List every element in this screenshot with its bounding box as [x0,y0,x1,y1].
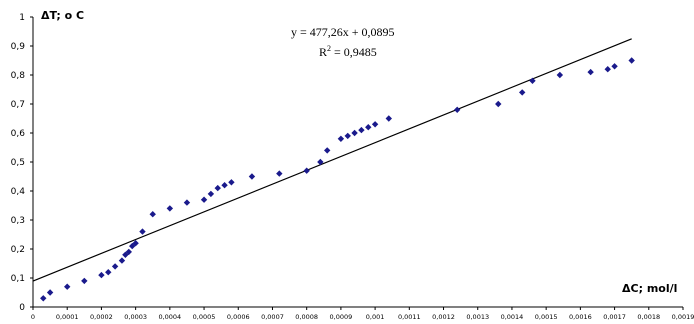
data-point [125,248,132,256]
x-tick-label: 0,0004 [158,313,181,321]
data-point [98,271,105,279]
x-tick-label: 0,0019 [672,313,694,321]
x-tick-label: 0,001 [366,313,385,321]
x-tick-label: 0,0002 [90,313,113,321]
x-tick-label: 0,0018 [637,313,660,321]
y-tick-label: 0,9 [11,42,26,52]
y-tick-label: 1 [19,13,25,23]
r-squared-label: R2 = 0,9485 [319,44,377,59]
data-point [228,179,235,186]
data-point [454,106,461,113]
data-point [166,205,174,212]
x-tick-label: 0,0006 [227,313,250,321]
x-tick-label: 0,0009 [330,313,353,321]
data-point [365,124,372,131]
data-point [495,100,502,108]
trendline-equation: y = 477,26x + 0,0895 [291,25,395,39]
data-point [371,121,379,128]
data-point [214,184,221,192]
x-tick-label: 0,0011 [398,313,421,321]
data-point [611,63,618,70]
x-tick-label: 0,0012 [432,313,455,321]
data-point [207,190,215,198]
x-axis-ticks: 0 0,0001 0,0002 0,0003 0,0004 0,0005 0,0006 0,0… [31,307,694,321]
x-tick-label: 0,0016 [569,313,592,321]
data-point [46,289,54,296]
data-point [358,126,365,134]
data-point [529,77,536,84]
data-point [385,115,392,122]
x-tick-label: 0 [31,313,35,321]
data-point [324,147,331,154]
y-tick-label: 0 [19,303,25,313]
x-tick-label: 0,0017 [603,313,626,321]
y-tick-label: 0,8 [11,71,26,81]
data-point [118,257,126,264]
x-axis-title: ΔC; mol/l [622,282,677,295]
data-point [317,158,324,166]
data-point [139,228,146,235]
data-point [604,66,611,73]
data-point [556,71,564,79]
data-point [132,240,139,247]
y-tick-label: 0,4 [11,187,26,197]
data-point [81,277,88,285]
data-point [40,295,47,302]
x-tick-label: 0,0014 [501,313,524,321]
x-tick-label: 0,0008 [295,313,318,321]
data-point [628,57,635,64]
x-tick-label: 0,0005 [193,313,216,321]
data-point [183,199,191,206]
r-squared-value: = 0,9485 [331,45,377,59]
x-tick-label: 0,0007 [261,313,284,321]
data-points [40,57,635,302]
x-tick-label: 0,0003 [124,313,147,321]
data-point [587,68,594,76]
data-point [149,211,156,218]
data-point [303,167,310,174]
data-point [337,135,345,142]
y-tick-label: 0,5 [11,158,25,168]
data-point [221,182,228,189]
data-point [351,129,358,137]
data-point [105,269,112,276]
y-tick-label: 0,6 [11,129,26,139]
data-point [519,89,526,96]
data-point [276,170,283,177]
data-point [200,196,208,203]
data-point [248,173,256,180]
y-axis-ticks: 0 0,1 0,2 0,3 0,4 0,5 0,6 0,7 0,8 0,9 1 [11,13,33,313]
r-squared-superscript: 2 [327,44,331,53]
data-point [111,263,119,270]
trendline [32,38,632,282]
y-tick-label: 0,3 [11,216,25,226]
y-tick-label: 0,1 [11,274,25,284]
x-tick-label: 0,0015 [535,313,558,321]
data-point [64,283,71,290]
y-tick-label: 0,2 [11,245,25,255]
y-tick-label: 0,7 [11,100,25,110]
x-tick-label: 0,0013 [466,313,489,321]
r-squared-letter: R [319,45,327,59]
y-axis-title: ΔT; o C [41,9,84,22]
x-tick-label: 0,0001 [56,313,79,321]
data-point [344,132,351,140]
